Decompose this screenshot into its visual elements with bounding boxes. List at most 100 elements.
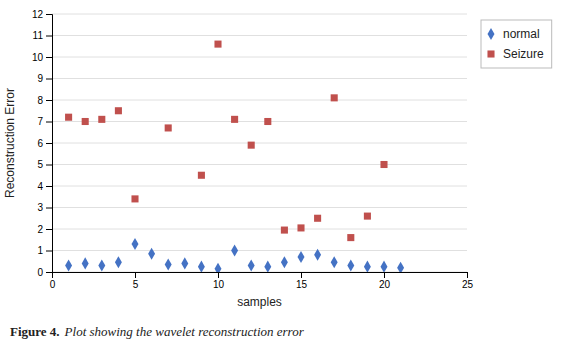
tick-label: 5 [37,159,43,170]
tick: 9 [37,73,52,84]
tick: 5 [37,159,52,170]
tick-mark [46,14,52,15]
axis-line [53,273,468,279]
tick-label: 12 [32,9,44,20]
grid-line [52,121,467,122]
tick-label: 3 [37,202,43,213]
tick-mark [46,186,52,187]
tick-label: 10 [213,279,225,290]
tick-label: 1 [37,245,43,256]
point [364,261,371,272]
tick-mark [46,57,52,58]
grid-line [52,78,467,79]
point [231,116,238,123]
point [314,249,321,261]
grid-line [52,164,467,165]
tick-mark [46,208,52,209]
point [198,261,205,272]
tick: 6 [37,138,52,149]
tick-label: 11 [33,30,44,41]
point [347,260,354,272]
point [82,118,89,125]
grid-line [52,35,467,36]
legend-label: Seizure [503,47,544,61]
tick-label: 8 [37,95,43,106]
tick-mark [46,100,52,101]
tick: 7 [37,116,52,127]
tick-mark [467,272,468,278]
grid-line [52,100,467,101]
tick-label: 15 [296,279,308,290]
tick-mark [46,229,52,230]
tick-label: 6 [37,138,43,149]
point [314,215,321,222]
point [248,260,255,272]
tick: 12 [32,9,52,20]
x-axis: 0 5 10 15 20 25 [50,272,474,290]
chart: 05101520250123456789101112samplesReconst… [0,0,577,346]
point [198,172,205,179]
grid-line [52,57,467,58]
tick: 15 [296,272,308,290]
caption-part: Plot showing the wavelet reconstruction … [64,324,305,339]
point [148,248,155,260]
point [264,118,271,125]
point [364,213,371,220]
point [214,41,221,48]
y-axis: 0123456789101112 [32,9,53,278]
point [65,260,72,272]
tick-mark [46,36,52,37]
tick-label: 2 [37,224,43,235]
caption: Figure 4. Plot showing the wavelet recons… [10,324,305,339]
grid-line [52,143,467,144]
caption-part: Figure 4. [10,324,60,339]
point [98,260,105,272]
tick: 2 [37,224,52,235]
point [264,261,271,272]
point [231,244,238,256]
legend-label: normal [503,27,540,41]
point [98,116,105,123]
tick-label: 5 [133,279,139,290]
legend-item: normal [488,27,540,41]
tick-mark [46,272,52,273]
legend-frame [481,20,552,68]
point [115,256,122,268]
tick-mark [135,272,136,278]
point [82,257,89,269]
point [131,195,138,202]
tick: 20 [379,272,391,290]
point [215,263,222,272]
tick-label: 10 [32,52,44,63]
point [248,142,255,149]
tick-mark [46,122,52,123]
point [165,258,172,270]
x-axis-title: samples [237,295,282,309]
tick-mark [46,79,52,80]
tick: 8 [37,95,52,106]
point [347,234,354,241]
tick: 10 [213,272,225,290]
y-axis-title: Reconstruction Error [3,88,17,198]
tick-mark [46,165,52,166]
point [331,94,338,101]
legend-symbol [487,50,494,57]
tick: 10 [32,52,52,63]
point [397,262,404,272]
points [65,41,404,272]
grid-line [52,250,467,251]
point [132,238,139,250]
tick-label: 7 [37,116,43,127]
tick-mark [46,251,52,252]
series [65,41,387,242]
tick: 1 [37,245,52,256]
tick-label: 9 [37,73,43,84]
grid [52,14,467,272]
point [298,251,305,263]
tick-mark [384,272,385,278]
point [181,257,188,269]
tick-label: 0 [50,279,56,290]
tick: 25 [462,272,474,290]
point [331,256,338,268]
tick: 5 [133,272,139,290]
